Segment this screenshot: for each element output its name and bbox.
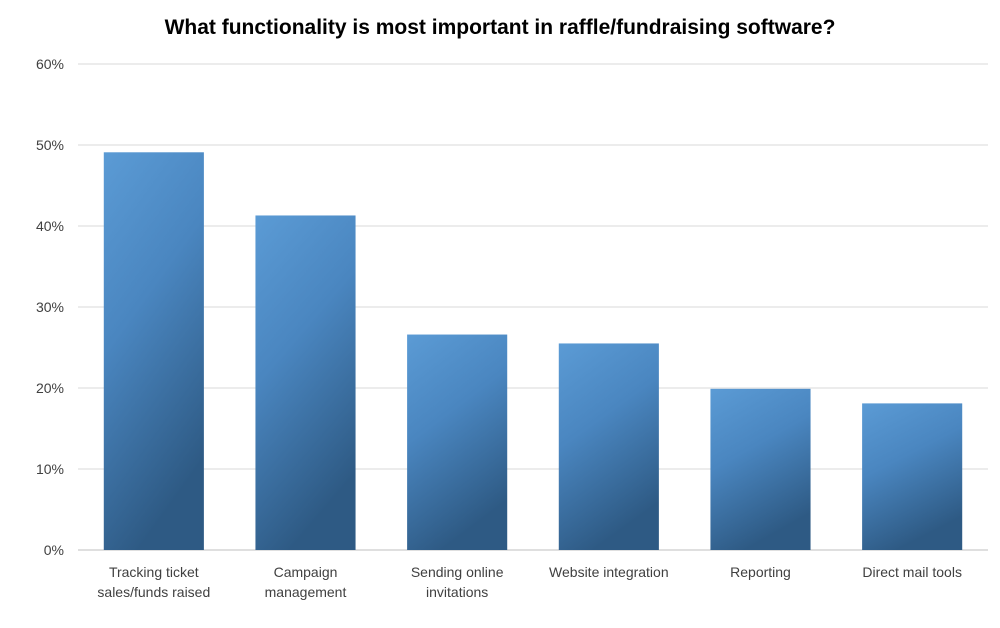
y-axis-tick-labels: 0% 10% 20% 30% 40% 50% 60%: [36, 56, 64, 558]
x-category-label: Tracking ticket sales/funds raised: [97, 564, 210, 600]
gridlines: [78, 63, 988, 551]
y-tick-label: 50%: [36, 137, 64, 153]
y-tick-label: 60%: [36, 56, 64, 72]
x-category-label: Reporting: [730, 564, 791, 580]
y-tick-label: 40%: [36, 218, 64, 234]
x-axis-category-labels: Tracking ticket sales/funds raised Campaig…: [97, 564, 962, 600]
y-tick-label: 0%: [44, 542, 64, 558]
bar: [407, 334, 508, 550]
x-category-label: Campaign management: [265, 564, 347, 600]
bar: [862, 403, 963, 550]
bar: [558, 343, 659, 550]
y-tick-label: 30%: [36, 299, 64, 315]
bar: [710, 388, 811, 550]
y-tick-label: 10%: [36, 461, 64, 477]
bar: [103, 152, 204, 551]
x-category-label: Sending online invitations: [411, 564, 504, 600]
x-category-label: Direct mail tools: [862, 564, 962, 580]
bars: [103, 152, 963, 551]
y-tick-label: 20%: [36, 380, 64, 396]
x-category-label: Website integration: [549, 564, 669, 580]
chart-title: What functionality is most important in …: [164, 16, 836, 39]
bar: [255, 215, 356, 550]
